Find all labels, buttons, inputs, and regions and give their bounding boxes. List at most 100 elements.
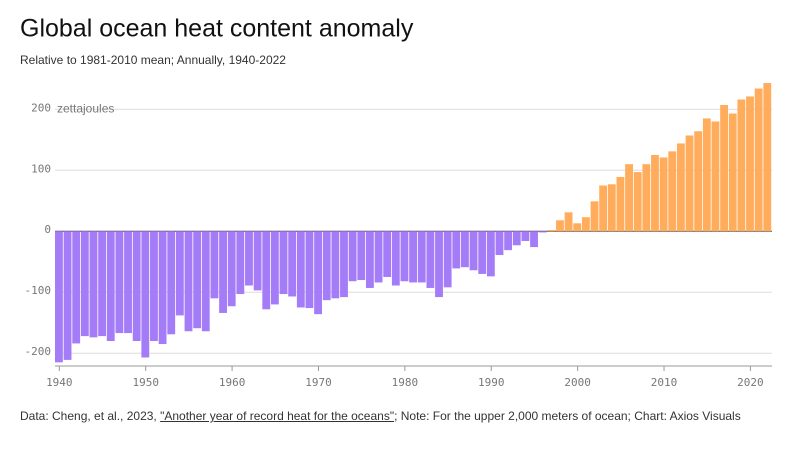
- bar: [262, 231, 271, 310]
- bar: [763, 83, 772, 232]
- bar: [720, 105, 729, 232]
- bar: [530, 231, 538, 248]
- bar: [227, 231, 236, 307]
- bar: [106, 231, 115, 341]
- bar: [581, 217, 590, 232]
- bar: [80, 231, 89, 337]
- bar: [115, 231, 124, 334]
- bar: [625, 164, 633, 232]
- bar: [348, 231, 357, 282]
- source-suffix: ; Note: For the upper 2,000 meters of oc…: [394, 409, 741, 423]
- bar: [651, 155, 659, 232]
- bar: [72, 231, 81, 344]
- bar: [288, 231, 297, 297]
- y-tick-label: 200: [31, 101, 51, 114]
- bar: [55, 231, 63, 363]
- bar: [270, 231, 279, 305]
- bar: [642, 164, 651, 232]
- x-tick-label: 1990: [478, 376, 505, 389]
- bar: [702, 118, 711, 232]
- bar: [668, 151, 677, 232]
- bar: [253, 231, 262, 291]
- bar: [365, 231, 374, 288]
- bar: [89, 231, 98, 338]
- bar: [98, 231, 107, 337]
- bar: [556, 220, 564, 232]
- source-note: Data: Cheng, et al., 2023, "Another year…: [20, 409, 741, 423]
- bar: [590, 201, 599, 232]
- x-tick-label: 1970: [305, 376, 332, 389]
- bar: [469, 231, 478, 271]
- x-tick-label: 2000: [564, 376, 591, 389]
- bar: [452, 231, 461, 269]
- bar: [685, 135, 694, 232]
- bar: [728, 113, 737, 232]
- bar: [184, 231, 193, 332]
- bar: [659, 157, 668, 232]
- bar: [141, 231, 150, 358]
- bar: [426, 231, 435, 288]
- bar: [340, 231, 348, 298]
- bar: [443, 231, 452, 288]
- bar: [512, 231, 521, 246]
- bar: [158, 231, 167, 345]
- bar: [331, 231, 340, 299]
- bar: [391, 231, 400, 286]
- bar: [124, 231, 132, 334]
- bar: [193, 231, 202, 329]
- bar: [547, 230, 556, 232]
- bar: [711, 121, 720, 232]
- x-tick-label: 2020: [737, 376, 764, 389]
- bar: [461, 231, 469, 268]
- bar: [150, 231, 158, 341]
- bar: [357, 231, 366, 281]
- bar: [616, 176, 625, 232]
- bar: [219, 231, 227, 313]
- x-tick-label: 1960: [219, 376, 246, 389]
- chart-title: Global ocean heat content anomaly: [20, 15, 414, 43]
- x-tick-label: 2010: [651, 376, 678, 389]
- y-tick-label: -200: [25, 345, 52, 358]
- bar: [754, 88, 763, 232]
- bar: [676, 143, 685, 232]
- bar: [245, 231, 253, 286]
- bar: [236, 231, 245, 295]
- bar: [400, 231, 409, 282]
- bar: [504, 231, 513, 251]
- y-tick-label: 100: [31, 162, 51, 175]
- bar: [633, 172, 642, 232]
- bar: [63, 231, 72, 360]
- bar: [607, 184, 616, 232]
- bar: [305, 231, 314, 309]
- bar: [538, 231, 547, 233]
- bar: [521, 231, 530, 241]
- x-tick-label: 1980: [392, 376, 419, 389]
- bar: [495, 231, 504, 256]
- bar: [737, 99, 746, 232]
- bar: [132, 231, 141, 341]
- bar: [564, 212, 573, 232]
- y-unit-label: zettajoules: [57, 101, 114, 115]
- bar: [573, 223, 582, 232]
- source-link[interactable]: "Another year of record heat for the oce…: [160, 409, 395, 423]
- bar: [201, 231, 210, 332]
- bar: [694, 131, 703, 232]
- chart-subtitle: Relative to 1981-2010 mean; Annually, 19…: [20, 53, 286, 67]
- bar: [417, 231, 426, 283]
- bar: [383, 231, 392, 277]
- source-prefix: Data: Cheng, et al., 2023,: [20, 409, 161, 423]
- x-tick-label: 1950: [132, 376, 159, 389]
- bar: [296, 231, 305, 308]
- y-tick-label: -100: [25, 284, 52, 297]
- bar: [409, 231, 418, 283]
- bar: [210, 231, 219, 299]
- bar: [478, 231, 487, 274]
- bar: [435, 231, 443, 298]
- bar: [599, 185, 608, 232]
- bar: [374, 231, 383, 283]
- bar: [279, 231, 288, 295]
- bar: [746, 96, 754, 232]
